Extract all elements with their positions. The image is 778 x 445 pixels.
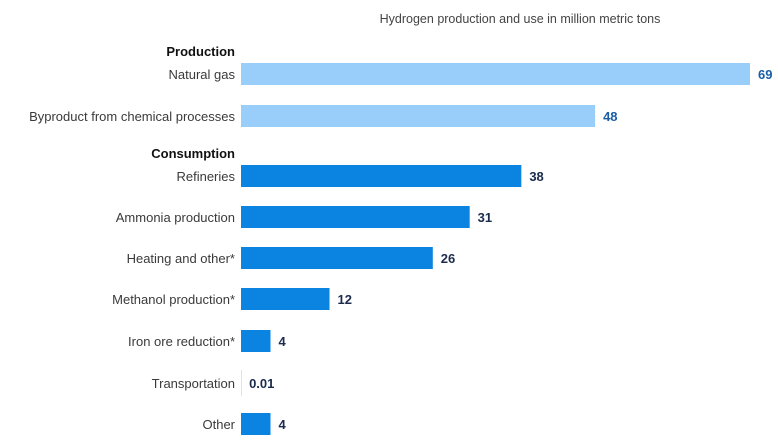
category-label: Transportation	[152, 376, 235, 391]
bar	[241, 288, 330, 310]
value-label: 12	[338, 292, 352, 307]
bar	[241, 105, 596, 127]
bar	[241, 330, 271, 352]
bar	[241, 206, 470, 228]
value-label: 0.01	[249, 376, 274, 391]
bar	[241, 63, 750, 85]
value-label: 69	[758, 67, 772, 82]
value-label: 26	[441, 251, 455, 266]
bar	[241, 247, 433, 269]
category-label: Refineries	[176, 169, 235, 184]
chart-title: Hydrogen production and use in million m…	[380, 12, 661, 26]
value-label: 48	[603, 109, 617, 124]
category-label: Natural gas	[169, 67, 236, 82]
group-header: Consumption	[151, 146, 235, 161]
category-label: Heating and other*	[127, 251, 235, 266]
category-label: Iron ore reduction*	[128, 334, 235, 349]
group-header: Production	[166, 44, 235, 59]
value-label: 38	[529, 169, 543, 184]
bar	[241, 413, 271, 435]
value-label: 4	[279, 417, 287, 432]
category-label: Ammonia production	[116, 210, 235, 225]
value-label: 4	[279, 334, 287, 349]
bar	[241, 165, 522, 187]
category-label: Byproduct from chemical processes	[29, 109, 235, 124]
category-label: Other	[202, 417, 235, 432]
category-label: Methanol production*	[112, 292, 235, 307]
value-label: 31	[478, 210, 492, 225]
